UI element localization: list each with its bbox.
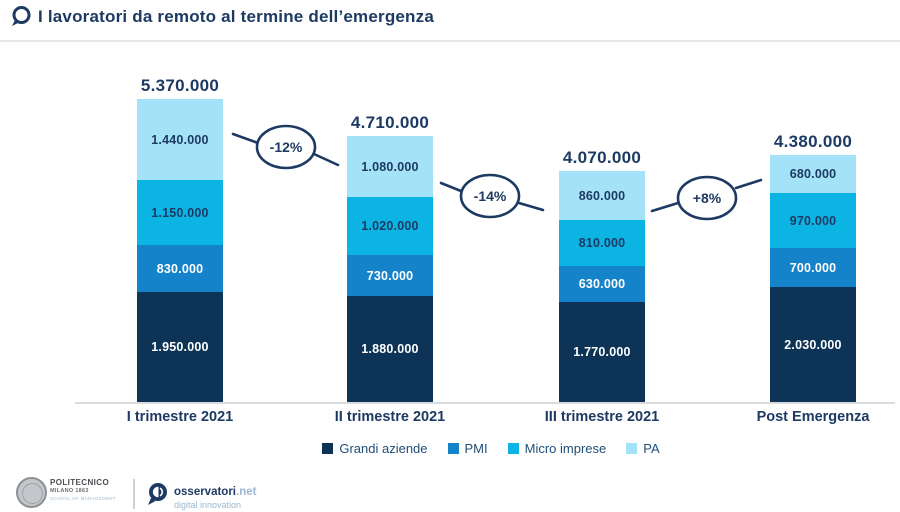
x-axis-label-post-emergenza: Post Emergenza [756, 409, 870, 425]
politecnico-seal-logo [16, 477, 47, 508]
bar-segment-pmi: 630.000 [559, 266, 645, 302]
osservatori-suffix: .net [236, 486, 257, 498]
legend-swatch [322, 443, 334, 454]
bar-segment-micro-imprese: 810.000 [559, 220, 645, 266]
x-axis-label-ii-trimestre-2021: II trimestre 2021 [334, 409, 446, 425]
legend-swatch [447, 443, 459, 454]
annotation-connector-line [517, 201, 545, 212]
bar-segment-grandi-aziende: 1.770.000 [559, 302, 645, 402]
change-annotation: -14% [439, 173, 545, 219]
bar-segment-pa: 1.080.000 [347, 136, 433, 197]
osservatori-name: osservatori [174, 486, 237, 498]
bar-total-label: 5.370.000 [140, 76, 220, 95]
annotation-connector-line [231, 132, 260, 145]
annotation-connector-line [650, 201, 680, 213]
osservatori-bubble-icon [148, 483, 167, 505]
bar-segment-micro-imprese: 970.000 [770, 193, 856, 248]
politecnico-logo-text: POLITECNICO MILANO 1863 SCHOOL OF MANAGE… [50, 479, 116, 501]
bar-post-emergenza: 680.000 970.000 700.000 2.030.000 [770, 155, 856, 402]
annotation-ellipse [255, 124, 317, 170]
change-annotation: +8% [650, 175, 763, 221]
legend-label: PMI [464, 441, 488, 456]
politecnico-milano: MILANO 1863 [50, 488, 89, 494]
bar-total-label: 4.710.000 [350, 113, 430, 132]
chart-legend: Grandi aziende PMI Micro imprese PA [41, 441, 900, 456]
osservatori-bubble-icon [12, 6, 31, 26]
bar-segment-pmi: 700.000 [770, 248, 856, 287]
legend-swatch [626, 443, 638, 454]
x-axis-label-iii-trimestre-2021: III trimestre 2021 [544, 409, 660, 425]
x-axis-label-i-trimestre-2021: I trimestre 2021 [126, 409, 234, 425]
annotation-connector-line [439, 181, 463, 193]
bar-segment-grandi-aziende: 1.880.000 [347, 296, 433, 402]
footer: POLITECNICO MILANO 1863 SCHOOL OF MANAGE… [0, 468, 900, 512]
politecnico-name: POLITECNICO [50, 478, 110, 487]
title-divider [0, 40, 900, 42]
legend-label: PA [643, 441, 660, 456]
annotation-connector-line [734, 178, 763, 190]
bar-segment-pa: 1.440.000 [137, 99, 223, 180]
annotation-percent-label: -14% [474, 188, 507, 204]
legend-item-pa: PA [626, 441, 660, 456]
bar-segment-grandi-aziende: 2.030.000 [770, 287, 856, 402]
bar-segment-micro-imprese: 1.020.000 [347, 197, 433, 255]
bar-segment-pa: 860.000 [559, 171, 645, 220]
legend-item-pmi: PMI [447, 441, 488, 456]
bar-iii-trimestre-2021: 860.000 810.000 630.000 1.770.000 [559, 171, 645, 402]
legend-label: Grandi aziende [339, 441, 428, 456]
bar-total-label: 4.380.000 [773, 132, 853, 151]
legend-swatch [507, 443, 519, 454]
bar-segment-pmi: 830.000 [137, 245, 223, 292]
annotation-percent-label: +8% [693, 190, 722, 206]
stacked-bar-chart: -12% -14% +8% 1.440.000 1.150.000 830.000 1.9… [0, 42, 900, 462]
page-title: I lavoratori da remoto al termine dell’e… [38, 7, 435, 26]
bar-i-trimestre-2021: 1.440.000 1.150.000 830.000 1.950.000 [137, 99, 223, 402]
bar-segment-pa: 680.000 [770, 155, 856, 193]
osservatori-logo-text: osservatori.net digital innovation [174, 483, 256, 510]
osservatori-tagline: digital innovation [174, 500, 242, 510]
annotation-percent-label: -12% [270, 139, 303, 155]
legend-item-grandi-aziende: Grandi aziende [322, 441, 428, 456]
bar-segment-pmi: 730.000 [347, 255, 433, 296]
politecnico-school: SCHOOL OF MANAGEMENT [50, 495, 116, 501]
annotation-ellipse [676, 175, 738, 221]
legend-item-micro-imprese: Micro imprese [507, 441, 607, 456]
bar-segment-grandi-aziende: 1.950.000 [137, 292, 223, 402]
footer-divider [133, 479, 135, 509]
legend-label: Micro imprese [524, 441, 607, 456]
annotation-ellipse [459, 173, 521, 219]
bar-segment-micro-imprese: 1.150.000 [137, 180, 223, 245]
bar-ii-trimestre-2021: 1.080.000 1.020.000 730.000 1.880.000 [347, 136, 433, 402]
bar-total-label: 4.070.000 [562, 148, 642, 167]
annotation-connector-line [312, 152, 340, 167]
x-axis-line [75, 402, 895, 404]
